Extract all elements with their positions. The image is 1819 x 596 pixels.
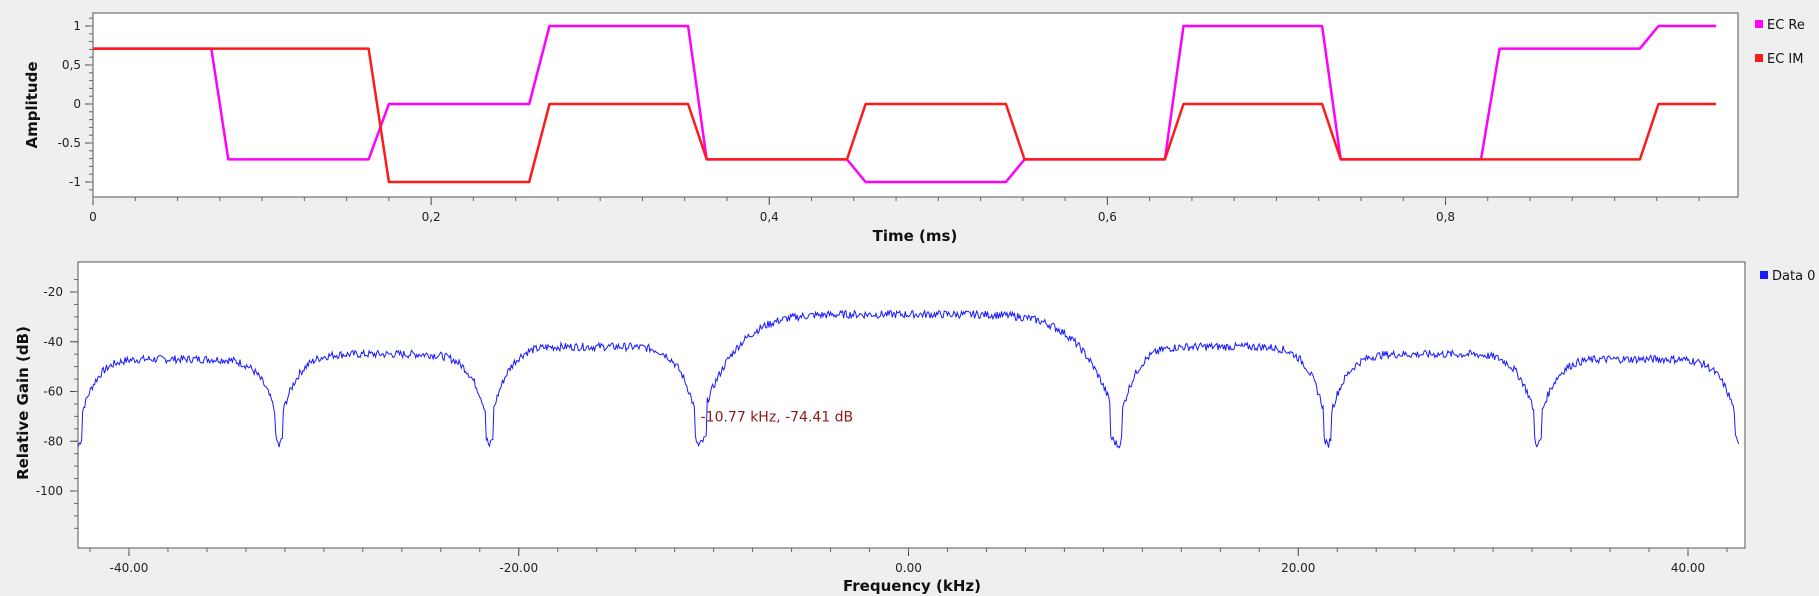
frequency-plot-canvas[interactable] <box>77 261 1746 549</box>
time-x-tick-label: 0,8 <box>1436 210 1455 224</box>
time-legend[interactable]: EC Re EC IM <box>1755 18 1805 67</box>
time-x-tick-label: 0 <box>89 210 97 224</box>
frequency-y-axis-title: Relative Gain (dB) <box>14 326 32 480</box>
time-y-tick-label: 1 <box>73 19 81 33</box>
time-y-tick-label: 0,5 <box>62 58 81 72</box>
legend-swatch-ec-re <box>1755 20 1763 28</box>
frequency-x-tick-label: 20.00 <box>1281 561 1315 575</box>
time-chart-ticks: 0 0,2 0,4 0,6 0,8 1 0,5 0 -0.5 -1 <box>58 17 1700 224</box>
series-line-ec-re <box>93 24 1716 184</box>
time-y-axis-title: Amplitude <box>23 61 41 148</box>
legend-label-data-0: Data 0 <box>1772 269 1815 284</box>
frequency-y-tick-label: -80 <box>43 434 63 448</box>
frequency-x-axis-title: Frequency (kHz) <box>843 577 981 595</box>
frequency-y-tick-label: -40 <box>43 335 63 349</box>
legend-label-ec-re: EC Re <box>1767 18 1805 33</box>
frequency-x-tick-label: 40.00 <box>1671 561 1705 575</box>
frequency-y-tick-label: -20 <box>43 285 63 299</box>
frequency-y-tick-label: -100 <box>36 484 63 498</box>
legend-swatch-data-0 <box>1760 271 1768 279</box>
time-x-tick-label: 0,6 <box>1098 210 1117 224</box>
time-chart-series <box>93 24 1716 184</box>
legend-label-ec-im: EC IM <box>1767 52 1803 67</box>
frequency-x-tick-label: 0.00 <box>895 561 922 575</box>
time-chart: 0 0,2 0,4 0,6 0,8 1 0,5 0 -0.5 -1 Time (ms) Ampli… <box>23 12 1805 245</box>
frequency-x-tick-label: -20.00 <box>499 561 538 575</box>
frequency-x-tick-label: -40.00 <box>110 561 149 575</box>
frequency-chart: -40.00 -20.00 0.00 20.00 40.00 -20 -40 -60 -80 -1… <box>14 261 1815 595</box>
time-y-tick-label: -0.5 <box>58 136 81 150</box>
frequency-chart-series <box>77 309 1740 449</box>
frequency-y-tick-label: -60 <box>43 385 63 399</box>
time-x-tick-label: 0,2 <box>422 210 441 224</box>
series-line-ec-im <box>93 47 1716 184</box>
legend-swatch-ec-im <box>1755 54 1763 62</box>
frequency-chart-ticks: -40.00 -20.00 0.00 20.00 40.00 -20 -40 -60 -80 -1… <box>36 279 1728 575</box>
time-y-tick-label: -1 <box>69 175 81 189</box>
time-x-tick-label: 0,4 <box>760 210 779 224</box>
frequency-marker-label: -10.77 kHz, -74.41 dB <box>701 409 854 425</box>
series-line-data-0 <box>77 309 1740 449</box>
time-x-axis-title: Time (ms) <box>873 227 958 245</box>
time-y-tick-label: 0 <box>73 97 81 111</box>
frequency-legend[interactable]: Data 0 <box>1760 269 1815 284</box>
